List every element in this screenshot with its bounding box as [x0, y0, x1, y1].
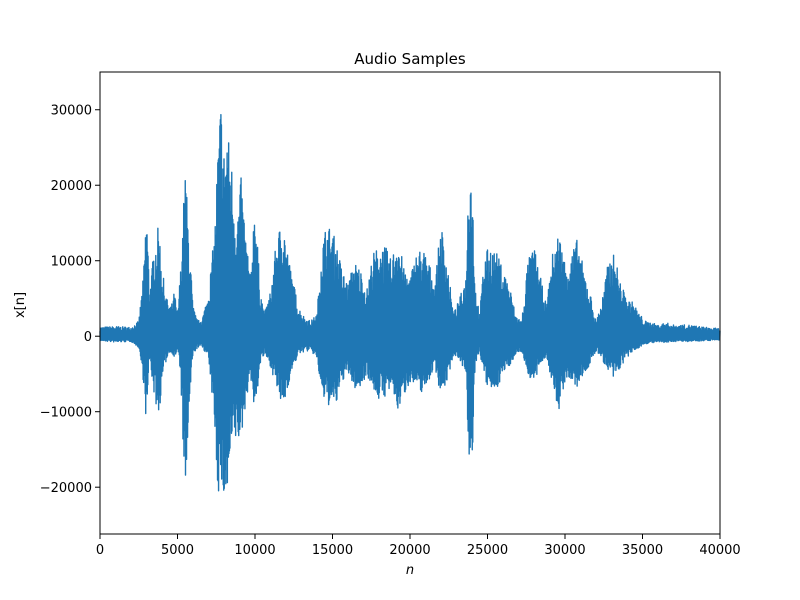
plot-area: [99, 113, 721, 492]
x-axis-label: n: [406, 563, 414, 578]
x-tick-label: 10000: [234, 543, 275, 558]
x-tick-label: 25000: [467, 543, 508, 558]
x-tick-label: 40000: [699, 543, 740, 558]
y-tick-label: −20000: [40, 481, 92, 496]
x-tick-label: 0: [96, 543, 104, 558]
y-tick-label: 20000: [51, 179, 92, 194]
y-tick-label: −10000: [40, 406, 92, 421]
y-axis: −20000 −10000 0 10000 20000 30000: [40, 104, 100, 496]
x-tick-label: 15000: [312, 543, 353, 558]
waveform-series-line: [99, 113, 721, 492]
y-axis-label: x[n]: [13, 292, 28, 318]
y-tick-label: 10000: [51, 255, 92, 270]
x-tick-label: 35000: [622, 543, 663, 558]
x-tick-label: 20000: [389, 543, 430, 558]
y-tick-label: 30000: [51, 104, 92, 119]
plot-frame: [99, 71, 721, 535]
x-tick-label: 30000: [544, 543, 585, 558]
y-tick-label: 0: [84, 330, 92, 345]
chart-title: Audio Samples: [354, 50, 466, 68]
x-tick-label: 5000: [161, 543, 194, 558]
x-axis: 0 5000 10000 15000 20000 25000 30000 35000 40000: [96, 534, 741, 558]
